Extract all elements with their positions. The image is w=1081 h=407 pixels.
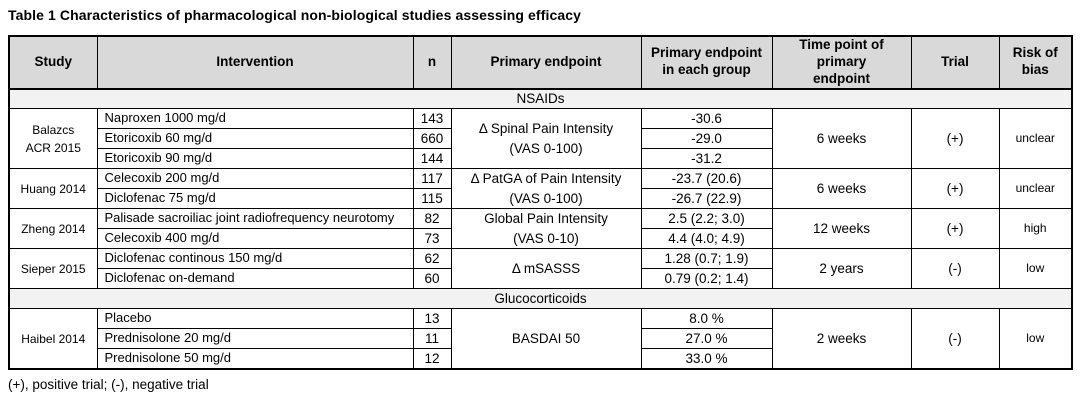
section-label: Glucocorticoids: [8, 288, 1073, 310]
endpoint-cell: Δ Spinal Pain Intensity (VAS 0-100): [450, 108, 642, 170]
timepoint-cell: 6 weeks: [771, 168, 912, 210]
trial-cell: (+): [910, 208, 1000, 250]
timepoint-cell: 2 years: [771, 248, 912, 290]
table-row: Haibel 2014 Placebo 13 BASDAI 50 8.0 % 2…: [8, 308, 1073, 370]
header-row: Study Intervention n Primary endpoint Pr…: [8, 35, 1073, 90]
value-cell: -31.2: [640, 148, 773, 170]
n-cell: 82: [412, 208, 452, 230]
table-row: Diclofenac on-demand 60 0.79 (0.2; 1.4): [9, 268, 1072, 290]
risk-cell: unclear: [998, 108, 1073, 170]
risk-cell: high: [998, 208, 1073, 250]
col-header-intervention: Intervention: [96, 35, 414, 90]
risk-cell: unclear: [998, 168, 1073, 210]
n-cell: 115: [412, 188, 452, 210]
table-row: Etoricoxib 90 mg/d 144 -31.2: [9, 148, 1072, 170]
study-cell: Zheng 2014: [8, 208, 98, 250]
col-header-primary-endpoint: Primary endpoint: [450, 35, 642, 90]
n-cell: 144: [412, 148, 452, 170]
value-cell: -23.7 (20.6): [640, 168, 773, 190]
timepoint-cell: 12 weeks: [771, 208, 912, 250]
studies-table: Study Intervention n Primary endpoint Pr…: [8, 35, 1073, 370]
table-footnote: (+), positive trial; (-), negative trial: [8, 376, 209, 392]
trial-cell: (-): [910, 248, 1000, 290]
value-cell: 0.79 (0.2; 1.4): [640, 268, 773, 290]
intervention-cell: Celecoxib 200 mg/d: [96, 168, 414, 190]
trial-cell: (+): [910, 108, 1000, 170]
n-cell: 660: [412, 128, 452, 150]
section-label: NSAIDs: [8, 88, 1073, 110]
col-header-study: Study: [8, 35, 98, 90]
timepoint-cell: 6 weeks: [771, 108, 912, 170]
section-row-glucocorticoids: Glucocorticoids: [8, 288, 1073, 310]
intervention-cell: Palisade sacroiliac joint radiofrequency…: [96, 208, 414, 230]
value-cell: -29.0: [640, 128, 773, 150]
study-cell: Balazcs ACR 2015: [8, 108, 98, 170]
col-header-endpoint-each-group: Primary endpoint in each group: [640, 35, 773, 90]
n-cell: 12: [412, 348, 452, 370]
table-row: Celecoxib 400 mg/d 73 4.4 (4.0; 4.9): [9, 228, 1072, 250]
col-header-risk-of-bias: Risk of bias: [998, 35, 1073, 90]
intervention-cell: Prednisolone 20 mg/d: [96, 328, 414, 350]
study-cell: Haibel 2014: [8, 308, 98, 370]
endpoint-cell: Δ PatGA of Pain Intensity (VAS 0-100): [450, 168, 642, 210]
table-title: Table 1 Characteristics of pharmacologic…: [8, 7, 581, 23]
value-cell: 2.5 (2.2; 3.0): [640, 208, 773, 230]
intervention-cell: Placebo: [96, 308, 414, 330]
intervention-cell: Diclofenac 75 mg/d: [96, 188, 414, 210]
value-cell: 4.4 (4.0; 4.9): [640, 228, 773, 250]
endpoint-cell: Δ mSASSS: [450, 248, 642, 290]
table-row: Zheng 2014 Palisade sacroiliac joint rad…: [8, 208, 1073, 250]
n-cell: 73: [412, 228, 452, 250]
col-header-n: n: [412, 35, 452, 90]
n-cell: 143: [412, 108, 452, 130]
endpoint-cell: Global Pain Intensity (VAS 0-10): [450, 208, 642, 250]
value-cell: 33.0 %: [640, 348, 773, 370]
timepoint-cell: 2 weeks: [771, 308, 912, 370]
intervention-cell: Celecoxib 400 mg/d: [96, 228, 414, 250]
section-row-nsaids: NSAIDs: [8, 88, 1073, 110]
study-cell: Sieper 2015: [8, 248, 98, 290]
col-header-trial: Trial: [910, 35, 1000, 90]
endpoint-cell: BASDAI 50: [450, 308, 642, 370]
intervention-cell: Diclofenac continous 150 mg/d: [96, 248, 414, 270]
trial-cell: (+): [910, 168, 1000, 210]
intervention-cell: Diclofenac on-demand: [96, 268, 414, 290]
n-cell: 60: [412, 268, 452, 290]
table-row: Sieper 2015 Diclofenac continous 150 mg/…: [8, 248, 1073, 290]
table-row: Prednisolone 50 mg/d 12 33.0 %: [9, 348, 1072, 370]
value-cell: 1.28 (0.7; 1.9): [640, 248, 773, 270]
intervention-cell: Prednisolone 50 mg/d: [96, 348, 414, 370]
table-row: Huang 2014 Celecoxib 200 mg/d 117 Δ PatG…: [8, 168, 1073, 210]
study-cell: Huang 2014: [8, 168, 98, 210]
col-header-time-point: Time point of primary endpoint: [771, 35, 912, 90]
risk-cell: low: [998, 248, 1073, 290]
value-cell: 27.0 %: [640, 328, 773, 350]
n-cell: 117: [412, 168, 452, 190]
value-cell: -26.7 (22.9): [640, 188, 773, 210]
intervention-cell: Naproxen 1000 mg/d: [96, 108, 414, 130]
n-cell: 62: [412, 248, 452, 270]
intervention-cell: Etoricoxib 60 mg/d: [96, 128, 414, 150]
risk-cell: low: [998, 308, 1073, 370]
value-cell: 8.0 %: [640, 308, 773, 330]
trial-cell: (-): [910, 308, 1000, 370]
intervention-cell: Etoricoxib 90 mg/d: [96, 148, 414, 170]
table-row: Balazcs ACR 2015 Naproxen 1000 mg/d 143 …: [8, 108, 1073, 170]
n-cell: 11: [412, 328, 452, 350]
value-cell: -30.6: [640, 108, 773, 130]
n-cell: 13: [412, 308, 452, 330]
